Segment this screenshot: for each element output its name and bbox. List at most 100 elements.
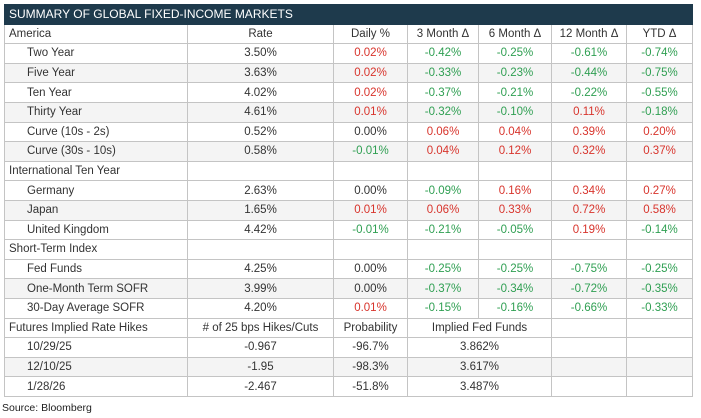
data-row: 10/29/25 -0.967 -96.7% 3.862% (4, 337, 694, 358)
markets-table: SUMMARY OF GLOBAL FIXED-INCOME MARKETS A… (3, 4, 694, 397)
data-row: Two Year 3.50% 0.02% -0.42% -0.25% -0.61% -0.7… (4, 43, 694, 64)
row-label: Japan (4, 199, 188, 221)
row-label: Ten Year (4, 82, 188, 103)
section-name: America (4, 23, 188, 45)
value-cell: -0.10% (478, 101, 552, 123)
empty-cell (551, 239, 627, 260)
empty-cell (625, 376, 694, 397)
value-cell: -0.35% (625, 278, 694, 299)
value-cell: -0.18% (625, 101, 694, 123)
value-cell: 0.01% (333, 297, 408, 319)
column-header: # of 25 bps Hikes/Cuts (187, 317, 334, 339)
value-cell: 0.04% (478, 121, 552, 143)
row-label: Thirty Year (4, 101, 188, 123)
table-title: SUMMARY OF GLOBAL FIXED-INCOME MARKETS (3, 4, 694, 25)
data-row: 1/28/26 -2.467 -51.8% 3.487% (4, 376, 694, 397)
value-cell: 0.00% (333, 278, 408, 299)
data-row: Fed Funds 4.25% 0.00% -0.25% -0.25% -0.75% -0.… (4, 258, 694, 280)
source-note: Source: Bloomberg (2, 402, 92, 414)
row-label: One-Month Term SOFR (4, 278, 188, 299)
value-cell: 0.58% (625, 199, 694, 221)
empty-cell (407, 160, 479, 182)
value-cell: 4.42% (187, 219, 334, 241)
value-cell: -0.21% (478, 82, 552, 103)
empty-cell (333, 239, 408, 260)
value-cell: -0.01% (333, 219, 408, 241)
data-row: Japan 1.65% 0.01% 0.06% 0.33% 0.72% 0.58% (4, 199, 694, 221)
value-cell: -0.42% (407, 43, 479, 64)
value-cell: -0.967 (187, 337, 334, 358)
value-cell: -96.7% (333, 337, 408, 358)
value-cell: 4.25% (187, 258, 334, 280)
data-row: Thirty Year 4.61% 0.01% -0.32% -0.10% 0.11% -0… (4, 101, 694, 123)
empty-cell (551, 337, 627, 358)
empty-cell (333, 160, 408, 182)
value-cell: -0.05% (478, 219, 552, 241)
column-header: YTD Δ (625, 23, 694, 45)
value-cell: 0.06% (407, 199, 479, 221)
value-cell: 0.02% (333, 43, 408, 64)
value-cell: -0.22% (551, 82, 627, 103)
empty-cell (625, 337, 694, 358)
value-cell: 0.52% (187, 121, 334, 143)
value-cell: 0.34% (551, 180, 627, 201)
value-cell: 0.20% (625, 121, 694, 143)
empty-cell (478, 160, 552, 182)
value-cell: 0.27% (625, 180, 694, 201)
empty-cell (551, 376, 627, 397)
row-label: Fed Funds (4, 258, 188, 280)
value-cell: 0.72% (551, 199, 627, 221)
column-header: Probability (333, 317, 408, 339)
title-row: SUMMARY OF GLOBAL FIXED-INCOME MARKETS (3, 4, 694, 25)
value-cell: -0.37% (407, 82, 479, 103)
value-cell: -51.8% (333, 376, 408, 397)
empty-cell (625, 160, 694, 182)
section-header-row: Futures Implied Rate Hikes # of 25 bps Hi… (4, 317, 694, 339)
empty-cell (625, 317, 694, 339)
value-cell: -0.66% (551, 297, 627, 319)
empty-cell (551, 317, 627, 339)
data-row: Ten Year 4.02% 0.02% -0.37% -0.21% -0.22% -0.5… (4, 82, 694, 103)
value-cell: -0.25% (478, 43, 552, 64)
value-cell: 0.39% (551, 121, 627, 143)
value-cell: -0.55% (625, 82, 694, 103)
column-header: Implied Fed Funds (407, 317, 552, 339)
value-cell: -0.25% (625, 258, 694, 280)
value-cell: 4.61% (187, 101, 334, 123)
table-wrap: SUMMARY OF GLOBAL FIXED-INCOME MARKETS A… (3, 4, 694, 397)
value-cell: -0.61% (551, 43, 627, 64)
value-cell: 0.12% (478, 141, 552, 162)
empty-cell (551, 160, 627, 182)
section-name: Short-Term Index (4, 239, 188, 260)
value-cell: 0.04% (407, 141, 479, 162)
row-label: Germany (4, 180, 188, 201)
value-cell: 0.00% (333, 180, 408, 201)
value-cell: -0.75% (551, 258, 627, 280)
value-cell: 3.617% (407, 356, 552, 378)
data-row: Curve (30s - 10s) 0.58% -0.01% 0.04% 0.12% 0.… (4, 141, 694, 162)
column-header: Daily % (333, 23, 408, 45)
value-cell: -0.14% (625, 219, 694, 241)
value-cell: -0.75% (625, 62, 694, 84)
empty-cell (407, 239, 479, 260)
data-row: Five Year 3.63% 0.02% -0.33% -0.23% -0.44% -0.… (4, 62, 694, 84)
value-cell: -0.09% (407, 180, 479, 201)
empty-cell (625, 356, 694, 378)
value-cell: 0.00% (333, 121, 408, 143)
empty-cell (551, 356, 627, 378)
value-cell: -0.01% (333, 141, 408, 162)
section-header-row: Short-Term Index (4, 239, 694, 260)
row-label: 12/10/25 (4, 356, 188, 378)
row-label: 1/28/26 (4, 376, 188, 397)
empty-cell (625, 239, 694, 260)
table-body: SUMMARY OF GLOBAL FIXED-INCOME MARKETS A… (3, 4, 694, 397)
value-cell: 4.02% (187, 82, 334, 103)
row-label: Curve (10s - 2s) (4, 121, 188, 143)
value-cell: 0.02% (333, 62, 408, 84)
row-label: Two Year (4, 43, 188, 64)
value-cell: 4.20% (187, 297, 334, 319)
value-cell: 3.63% (187, 62, 334, 84)
value-cell: -0.74% (625, 43, 694, 64)
value-cell: -0.23% (478, 62, 552, 84)
